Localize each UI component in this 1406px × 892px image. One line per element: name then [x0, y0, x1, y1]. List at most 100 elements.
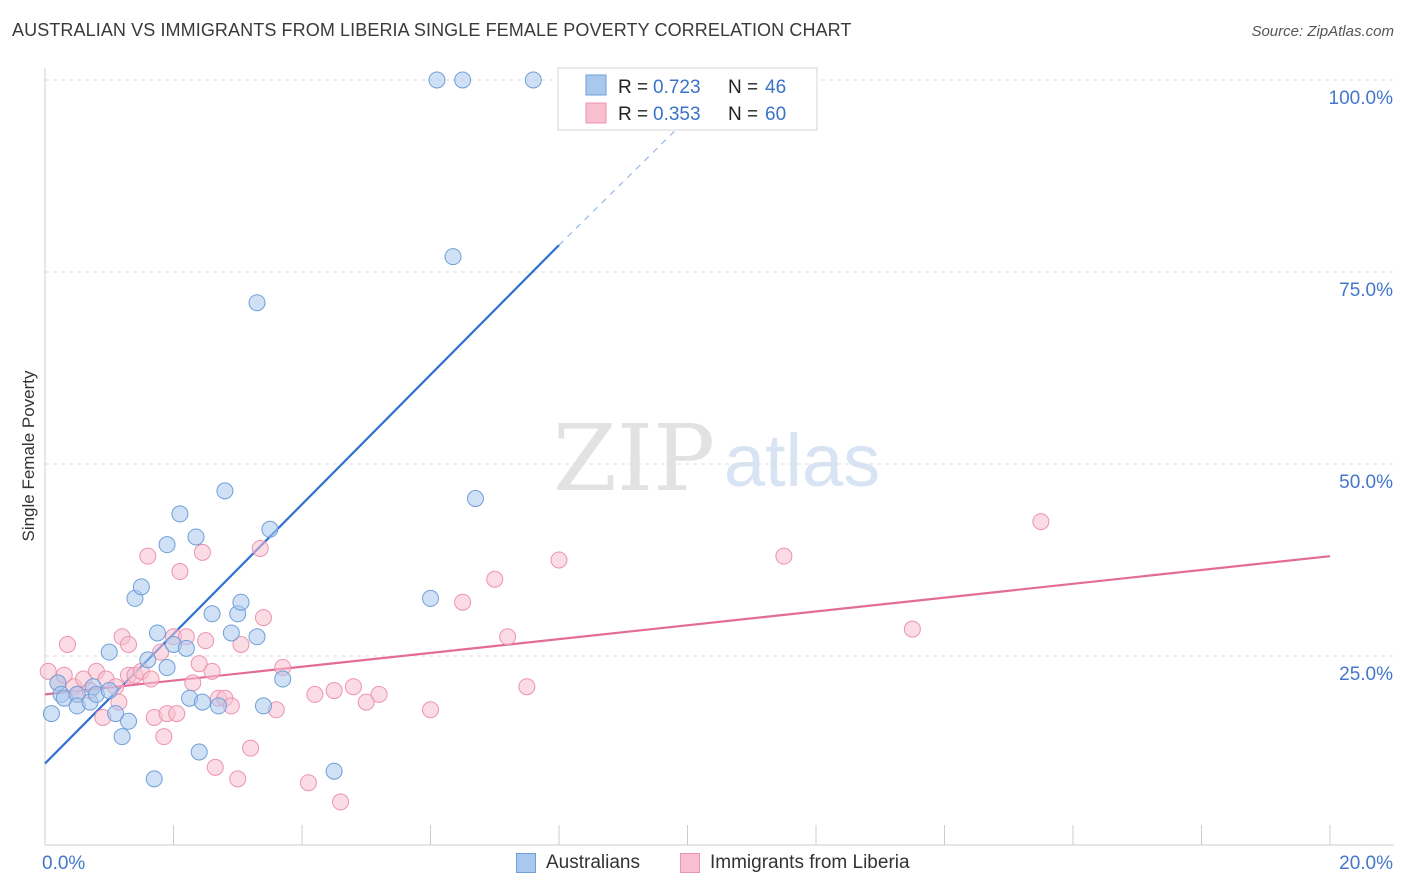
point-australians-28: [203, 605, 221, 623]
point-australians-17: [145, 770, 163, 788]
point-liberia-51: [422, 701, 439, 719]
point-australians-12: [113, 728, 131, 746]
point-liberia-58: [903, 620, 921, 638]
point-liberia-38: [232, 635, 250, 653]
point-australians-13: [120, 712, 138, 730]
point-liberia-26: [171, 563, 189, 581]
legend-swatch-liberia: [585, 102, 607, 124]
point-liberia-29: [190, 655, 208, 673]
point-liberia-54: [499, 628, 517, 646]
point-liberia-3: [58, 635, 76, 653]
point-liberia-0: [39, 662, 57, 680]
point-australians-20: [158, 536, 176, 554]
axes: [44, 68, 1394, 846]
point-australians-22: [171, 505, 189, 523]
point-australians-15: [132, 578, 150, 596]
data-points: [39, 71, 1050, 811]
point-australians-34: [248, 628, 266, 646]
point-liberia-14: [120, 635, 138, 653]
trend-line-australians-extension: [558, 117, 688, 246]
point-australians-11: [107, 705, 125, 723]
legend-r-label-2: R =: [618, 104, 648, 125]
point-liberia-22: [155, 728, 173, 746]
legend-item-liberia[interactable]: Immigrants from Liberia: [680, 852, 910, 874]
watermark-zip: ZIP: [553, 405, 715, 512]
legend-r-value-2: 0.353: [653, 104, 701, 125]
point-liberia-49: [357, 693, 375, 711]
point-australians-29: [209, 697, 227, 715]
x-tick-label-0: 0.0%: [42, 853, 85, 874]
legend-n-value-2: 60: [765, 104, 786, 125]
point-liberia-28: [184, 674, 202, 692]
point-liberia-39: [242, 739, 260, 757]
point-australians-25: [187, 528, 205, 546]
bottom-legend: Australians Immigrants from Liberia: [0, 850, 1406, 880]
point-liberia-56: [550, 551, 568, 569]
point-liberia-32: [203, 662, 221, 680]
correlation-legend: R = 0.723 N = 46 R = 0.353 N = 60: [557, 67, 818, 131]
point-australians-37: [261, 520, 279, 538]
point-liberia-59: [1032, 513, 1050, 531]
point-liberia-18: [139, 547, 157, 565]
point-australians-27: [193, 693, 211, 711]
legend-swatch-pink: [680, 853, 700, 873]
point-liberia-48: [344, 678, 362, 696]
point-liberia-44: [299, 774, 317, 792]
chart-title: AUSTRALIAN VS IMMIGRANTS FROM LIBERIA SI…: [12, 20, 852, 40]
legend-label-liberia: Immigrants from Liberia: [710, 852, 910, 873]
point-australians-45: [524, 71, 542, 89]
point-australians-42: [444, 248, 462, 266]
point-australians-31: [222, 624, 240, 642]
legend-item-australians[interactable]: Australians: [516, 852, 640, 874]
point-liberia-46: [325, 682, 343, 700]
point-liberia-45: [306, 685, 324, 703]
legend-n-value-1: 46: [765, 77, 786, 98]
source-credit: Source: ZipAtlas.com: [1251, 23, 1394, 40]
point-liberia-30: [193, 543, 211, 561]
legend-swatch-blue: [516, 853, 536, 873]
y-tick-label-3: 100.0%: [1329, 88, 1394, 109]
watermark-atlas: atlas: [724, 419, 880, 502]
y-tick-label-2: 75.0%: [1339, 280, 1393, 301]
point-australians-43: [454, 71, 472, 89]
point-liberia-33: [206, 758, 224, 776]
point-liberia-53: [486, 570, 504, 588]
point-liberia-40: [251, 539, 269, 557]
point-liberia-21: [152, 643, 170, 661]
point-australians-9: [100, 682, 118, 700]
point-australians-36: [254, 697, 272, 715]
point-liberia-37: [229, 770, 247, 788]
y-axis-title: Single Female Poverty: [19, 370, 38, 542]
legend-label-australians: Australians: [546, 852, 640, 873]
point-liberia-31: [197, 632, 215, 650]
point-australians-30: [216, 482, 234, 500]
trend-line-liberia: [44, 555, 1331, 696]
y-tick-label-0: 25.0%: [1339, 664, 1393, 685]
point-australians-0: [42, 705, 60, 723]
axis-labels: 25.0% 50.0% 75.0% 100.0% 0.0% 20.0%: [42, 88, 1393, 874]
point-australians-23: [177, 639, 195, 657]
point-liberia-47: [332, 793, 350, 811]
legend-swatch-australians: [585, 74, 607, 96]
point-liberia-57: [775, 547, 793, 565]
legend-r-label-1: R =: [618, 77, 648, 98]
point-australians-16: [139, 651, 157, 669]
legend-n-label-1: N =: [728, 77, 758, 98]
point-liberia-50: [370, 685, 388, 703]
y-tick-label-1: 50.0%: [1339, 472, 1393, 493]
point-australians-40: [422, 589, 439, 607]
point-australians-44: [466, 490, 484, 508]
x-tick-label-1: 20.0%: [1339, 853, 1393, 874]
point-australians-39: [325, 762, 343, 780]
point-australians-33: [232, 593, 250, 611]
legend-n-label-2: N =: [728, 104, 758, 125]
point-liberia-25: [168, 705, 186, 723]
point-liberia-19: [142, 670, 160, 688]
point-liberia-41: [254, 609, 272, 627]
point-australians-41: [428, 71, 446, 89]
point-liberia-55: [518, 678, 536, 696]
point-australians-18: [148, 624, 166, 642]
point-liberia-52: [454, 593, 472, 611]
point-australians-19: [158, 659, 176, 677]
